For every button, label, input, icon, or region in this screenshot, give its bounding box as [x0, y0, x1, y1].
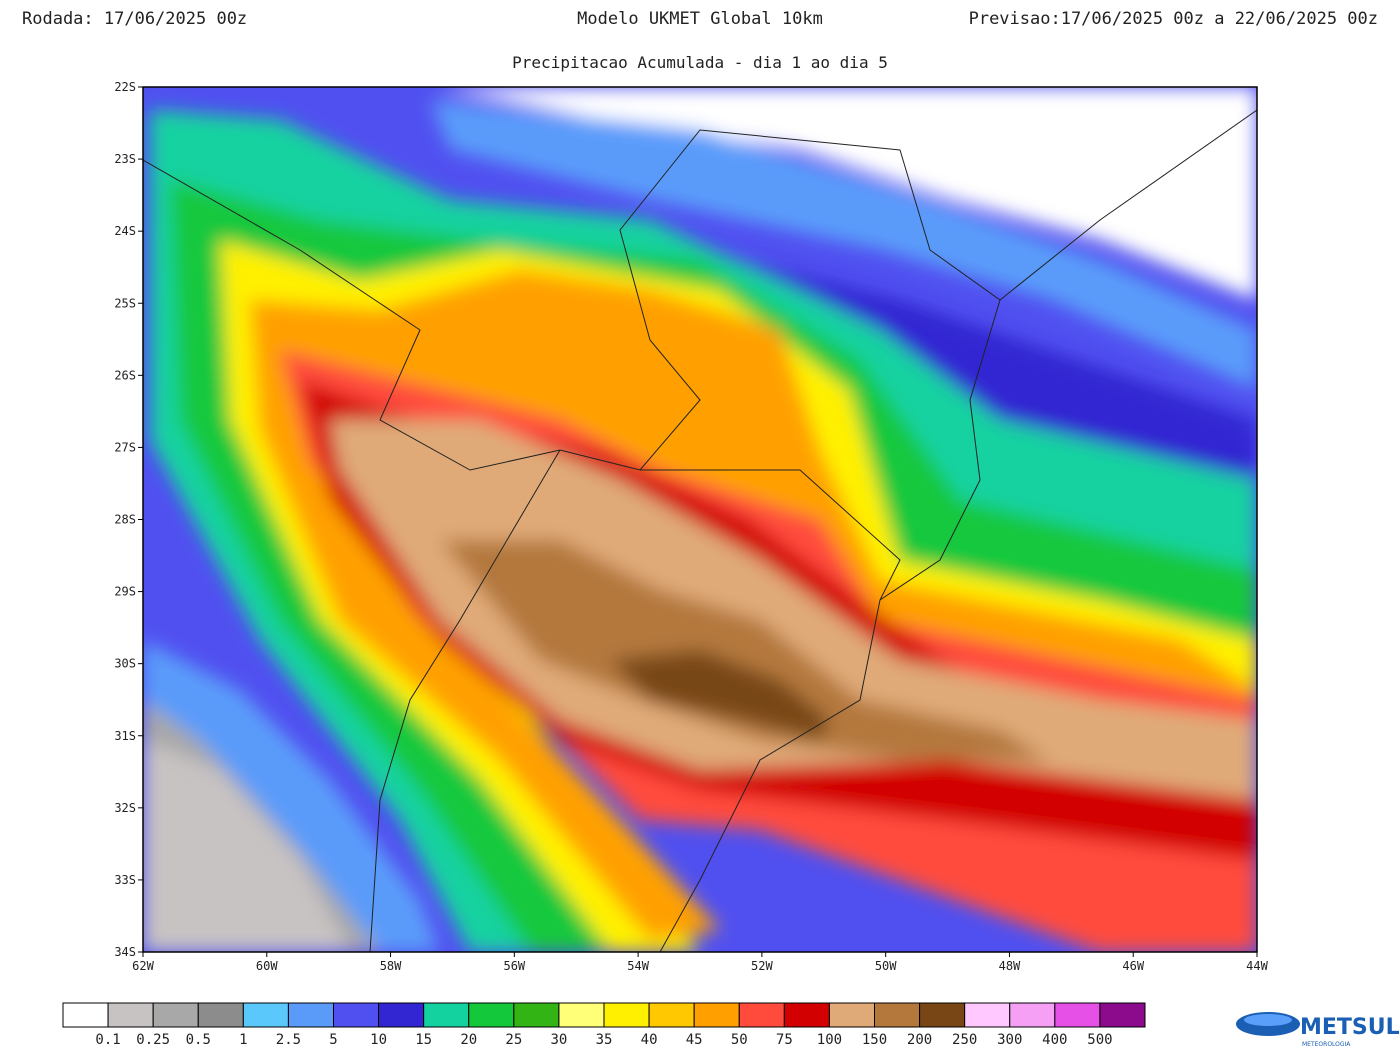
lat-label: 28S: [114, 513, 136, 527]
colorbar-label: 50: [731, 1032, 748, 1048]
colorbar-label: 35: [596, 1032, 613, 1048]
colorbar-label: 30: [550, 1032, 567, 1048]
lon-label: 44W: [1246, 959, 1268, 973]
colorbar-label: 45: [686, 1032, 703, 1048]
colorbar-label: 75: [776, 1032, 793, 1048]
lat-label: 32S: [114, 801, 136, 815]
lat-label: 34S: [114, 945, 136, 959]
colorbar-label: 15: [415, 1032, 432, 1048]
colorbar-swatch: [874, 1002, 921, 1028]
lon-label: 58W: [380, 959, 402, 973]
lat-label: 33S: [114, 873, 136, 887]
colorbar-label: 200: [907, 1032, 932, 1048]
subtitle: Precipitacao Acumulada - dia 1 ao dia 5: [512, 53, 888, 72]
lat-label: 31S: [114, 729, 136, 743]
colorbar-swatch: [693, 1002, 740, 1028]
lon-label: 54W: [627, 959, 649, 973]
lon-label: 50W: [875, 959, 897, 973]
colorbar-swatch: [197, 1002, 244, 1028]
lat-label: 24S: [114, 224, 136, 238]
colorbar-label: 500: [1087, 1032, 1112, 1048]
colorbar-swatch: [513, 1002, 560, 1028]
colorbar-label: 2.5: [276, 1032, 301, 1048]
colorbar-swatch: [333, 1002, 380, 1028]
lat-label: 29S: [114, 585, 136, 599]
lon-label: 60W: [256, 959, 278, 973]
colorbar-swatch: [107, 1002, 154, 1028]
colorbar-label: 400: [1042, 1032, 1067, 1048]
lat-label: 25S: [114, 296, 136, 310]
forecast-label: Previsao:17/06/2025 00z a 22/06/2025 00z: [969, 9, 1378, 29]
model-label: Modelo UKMET Global 10km: [577, 9, 823, 29]
colorbar-label: 40: [641, 1032, 658, 1048]
logo: METSUL METEOROLOGIA: [1236, 1012, 1400, 1048]
lon-label: 62W: [132, 959, 154, 973]
colorbar-label: 25: [505, 1032, 522, 1048]
colorbar-swatch: [558, 1002, 605, 1028]
colorbar-swatch: [152, 1002, 199, 1028]
colorbar-label: 20: [460, 1032, 477, 1048]
lon-label: 56W: [503, 959, 525, 973]
precipitation-field: [143, 87, 1257, 952]
colorbar-label: 0.1: [95, 1032, 120, 1048]
colorbar-label: 0.5: [186, 1032, 211, 1048]
colorbar-swatch: [287, 1002, 334, 1028]
colorbar-swatch: [1054, 1002, 1101, 1028]
colorbar-swatch: [1009, 1002, 1056, 1028]
colorbar-swatch: [648, 1002, 695, 1028]
colorbar-swatch: [423, 1002, 470, 1028]
lat-label: 27S: [114, 440, 136, 454]
colorbar-swatch: [738, 1002, 785, 1028]
colorbar-label: 150: [862, 1032, 887, 1048]
colorbar-label: 1: [239, 1032, 247, 1048]
colorbar-swatch: [783, 1002, 830, 1028]
colorbar-label: 300: [997, 1032, 1022, 1048]
run-label: Rodada: 17/06/2025 00z: [22, 9, 247, 29]
colorbar-swatch: [828, 1002, 876, 1028]
colorbar-swatch: [62, 1002, 109, 1028]
lon-label: 52W: [751, 959, 773, 973]
logo-tagline: METEOROLOGIA: [1302, 1041, 1351, 1048]
colorbar-swatch: [378, 1002, 425, 1028]
colorbar-label: 0.25: [136, 1032, 170, 1048]
colorbar-swatch: [1099, 1002, 1146, 1028]
lat-label: 23S: [114, 152, 136, 166]
colorbar-swatch: [919, 1002, 966, 1028]
colorbar-label: 250: [952, 1032, 977, 1048]
lon-label: 48W: [999, 959, 1021, 973]
lat-label: 30S: [114, 657, 136, 671]
lat-label: 22S: [114, 80, 136, 94]
colorbar-swatch: [603, 1002, 650, 1028]
lat-label: 26S: [114, 368, 136, 382]
logo-name: METSUL: [1300, 1015, 1400, 1040]
colorbar-label: 5: [329, 1032, 337, 1048]
colorbar-label: 10: [370, 1032, 387, 1048]
colorbar-swatch: [468, 1002, 515, 1028]
colorbar-swatch: [242, 1002, 289, 1028]
colorbar-swatch: [964, 1002, 1011, 1028]
colorbar-label: 100: [817, 1032, 842, 1048]
lon-label: 46W: [1122, 959, 1144, 973]
